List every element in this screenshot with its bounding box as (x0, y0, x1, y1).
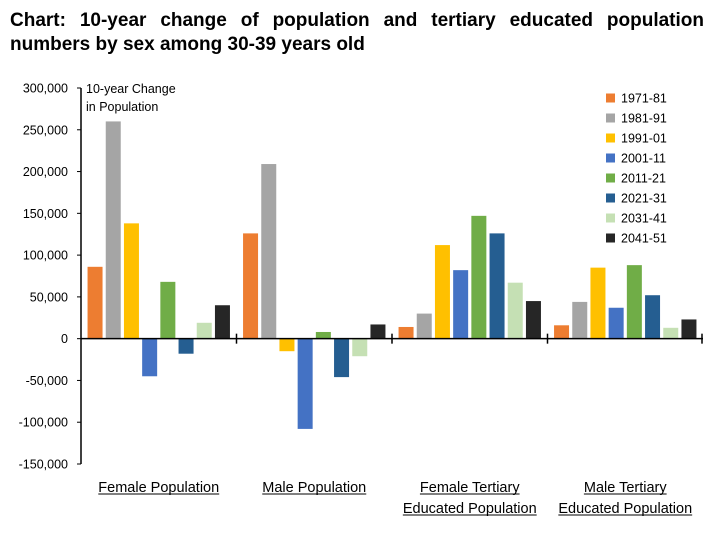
y-tick-label: -50,000 (26, 374, 68, 388)
y-tick-label: 200,000 (23, 165, 68, 179)
category-label: Female Population (98, 480, 219, 496)
y-tick-label: 250,000 (23, 123, 68, 137)
y-tick-label: 0 (61, 332, 68, 346)
category-label: Female Tertiary (420, 480, 520, 496)
y-tick-label: -100,000 (19, 416, 68, 430)
legend: 1971-81 1981-91 1991-01 2001-11 2011-21 2021-… (606, 92, 667, 246)
bar (178, 338, 194, 354)
legend-label: 2031-41 (621, 212, 667, 226)
bar (279, 338, 295, 352)
legend-label: 2041-51 (621, 232, 667, 246)
bar (334, 338, 350, 378)
bar (663, 327, 679, 339)
bar (352, 338, 368, 357)
bar (507, 282, 523, 339)
legend-swatch (606, 153, 615, 163)
legend-swatch (606, 233, 615, 243)
legend-swatch (606, 173, 615, 183)
category-label: Educated Population (558, 501, 692, 517)
bar (243, 233, 259, 339)
y-tick-label: 150,000 (23, 207, 68, 221)
y-axis-title-line: in Population (86, 100, 158, 114)
legend-swatch (606, 193, 615, 203)
legend-swatch (606, 213, 615, 223)
y-tick-label: 100,000 (23, 249, 68, 263)
chart-title: Chart: 10-year change of population and … (10, 10, 704, 55)
bar (105, 121, 121, 339)
bar (261, 164, 277, 339)
bar (370, 324, 386, 339)
bar (681, 319, 697, 339)
bar (434, 245, 450, 339)
legend-swatch (606, 133, 615, 143)
bar (87, 266, 103, 339)
bar (214, 305, 230, 339)
legend-swatch (606, 93, 615, 103)
bar (416, 313, 432, 339)
y-axis-title-line: 10-year Change (86, 82, 176, 96)
category-label: Educated Population (403, 501, 537, 517)
bar (626, 265, 642, 339)
y-axis: 300,000 250,000 200,000 150,000 100,000 50,00… (19, 82, 82, 472)
bar (608, 307, 624, 339)
legend-label: 1971-81 (621, 92, 667, 106)
bar (160, 281, 176, 339)
bar (123, 223, 139, 339)
bar (525, 301, 541, 339)
x-axis: Female Population Male Population Female T… (81, 333, 703, 517)
legend-swatch (606, 113, 615, 123)
y-axis-title: 10-year Change in Population (86, 82, 176, 114)
category-label: Male Tertiary (584, 480, 667, 496)
legend-label: 1991-01 (621, 132, 667, 146)
y-tick-label: 300,000 (23, 82, 68, 96)
legend-label: 1981-91 (621, 112, 667, 126)
bar (142, 338, 158, 377)
bar (471, 215, 487, 339)
bar (489, 233, 505, 339)
y-tick-label: 50,000 (30, 290, 68, 304)
bar (315, 331, 331, 339)
category-label: Male Population (262, 480, 366, 496)
bar (554, 325, 570, 339)
bar (645, 295, 661, 339)
y-tick-label: -150,000 (19, 458, 68, 472)
legend-label: 2011-21 (621, 172, 666, 186)
legend-label: 2021-31 (621, 192, 667, 206)
bars (87, 121, 697, 429)
bar (453, 270, 469, 339)
bar (196, 322, 212, 339)
legend-label: 2001-11 (621, 152, 666, 166)
bar (572, 301, 588, 339)
bar (590, 267, 606, 339)
bar (398, 326, 414, 339)
bar (297, 338, 313, 429)
